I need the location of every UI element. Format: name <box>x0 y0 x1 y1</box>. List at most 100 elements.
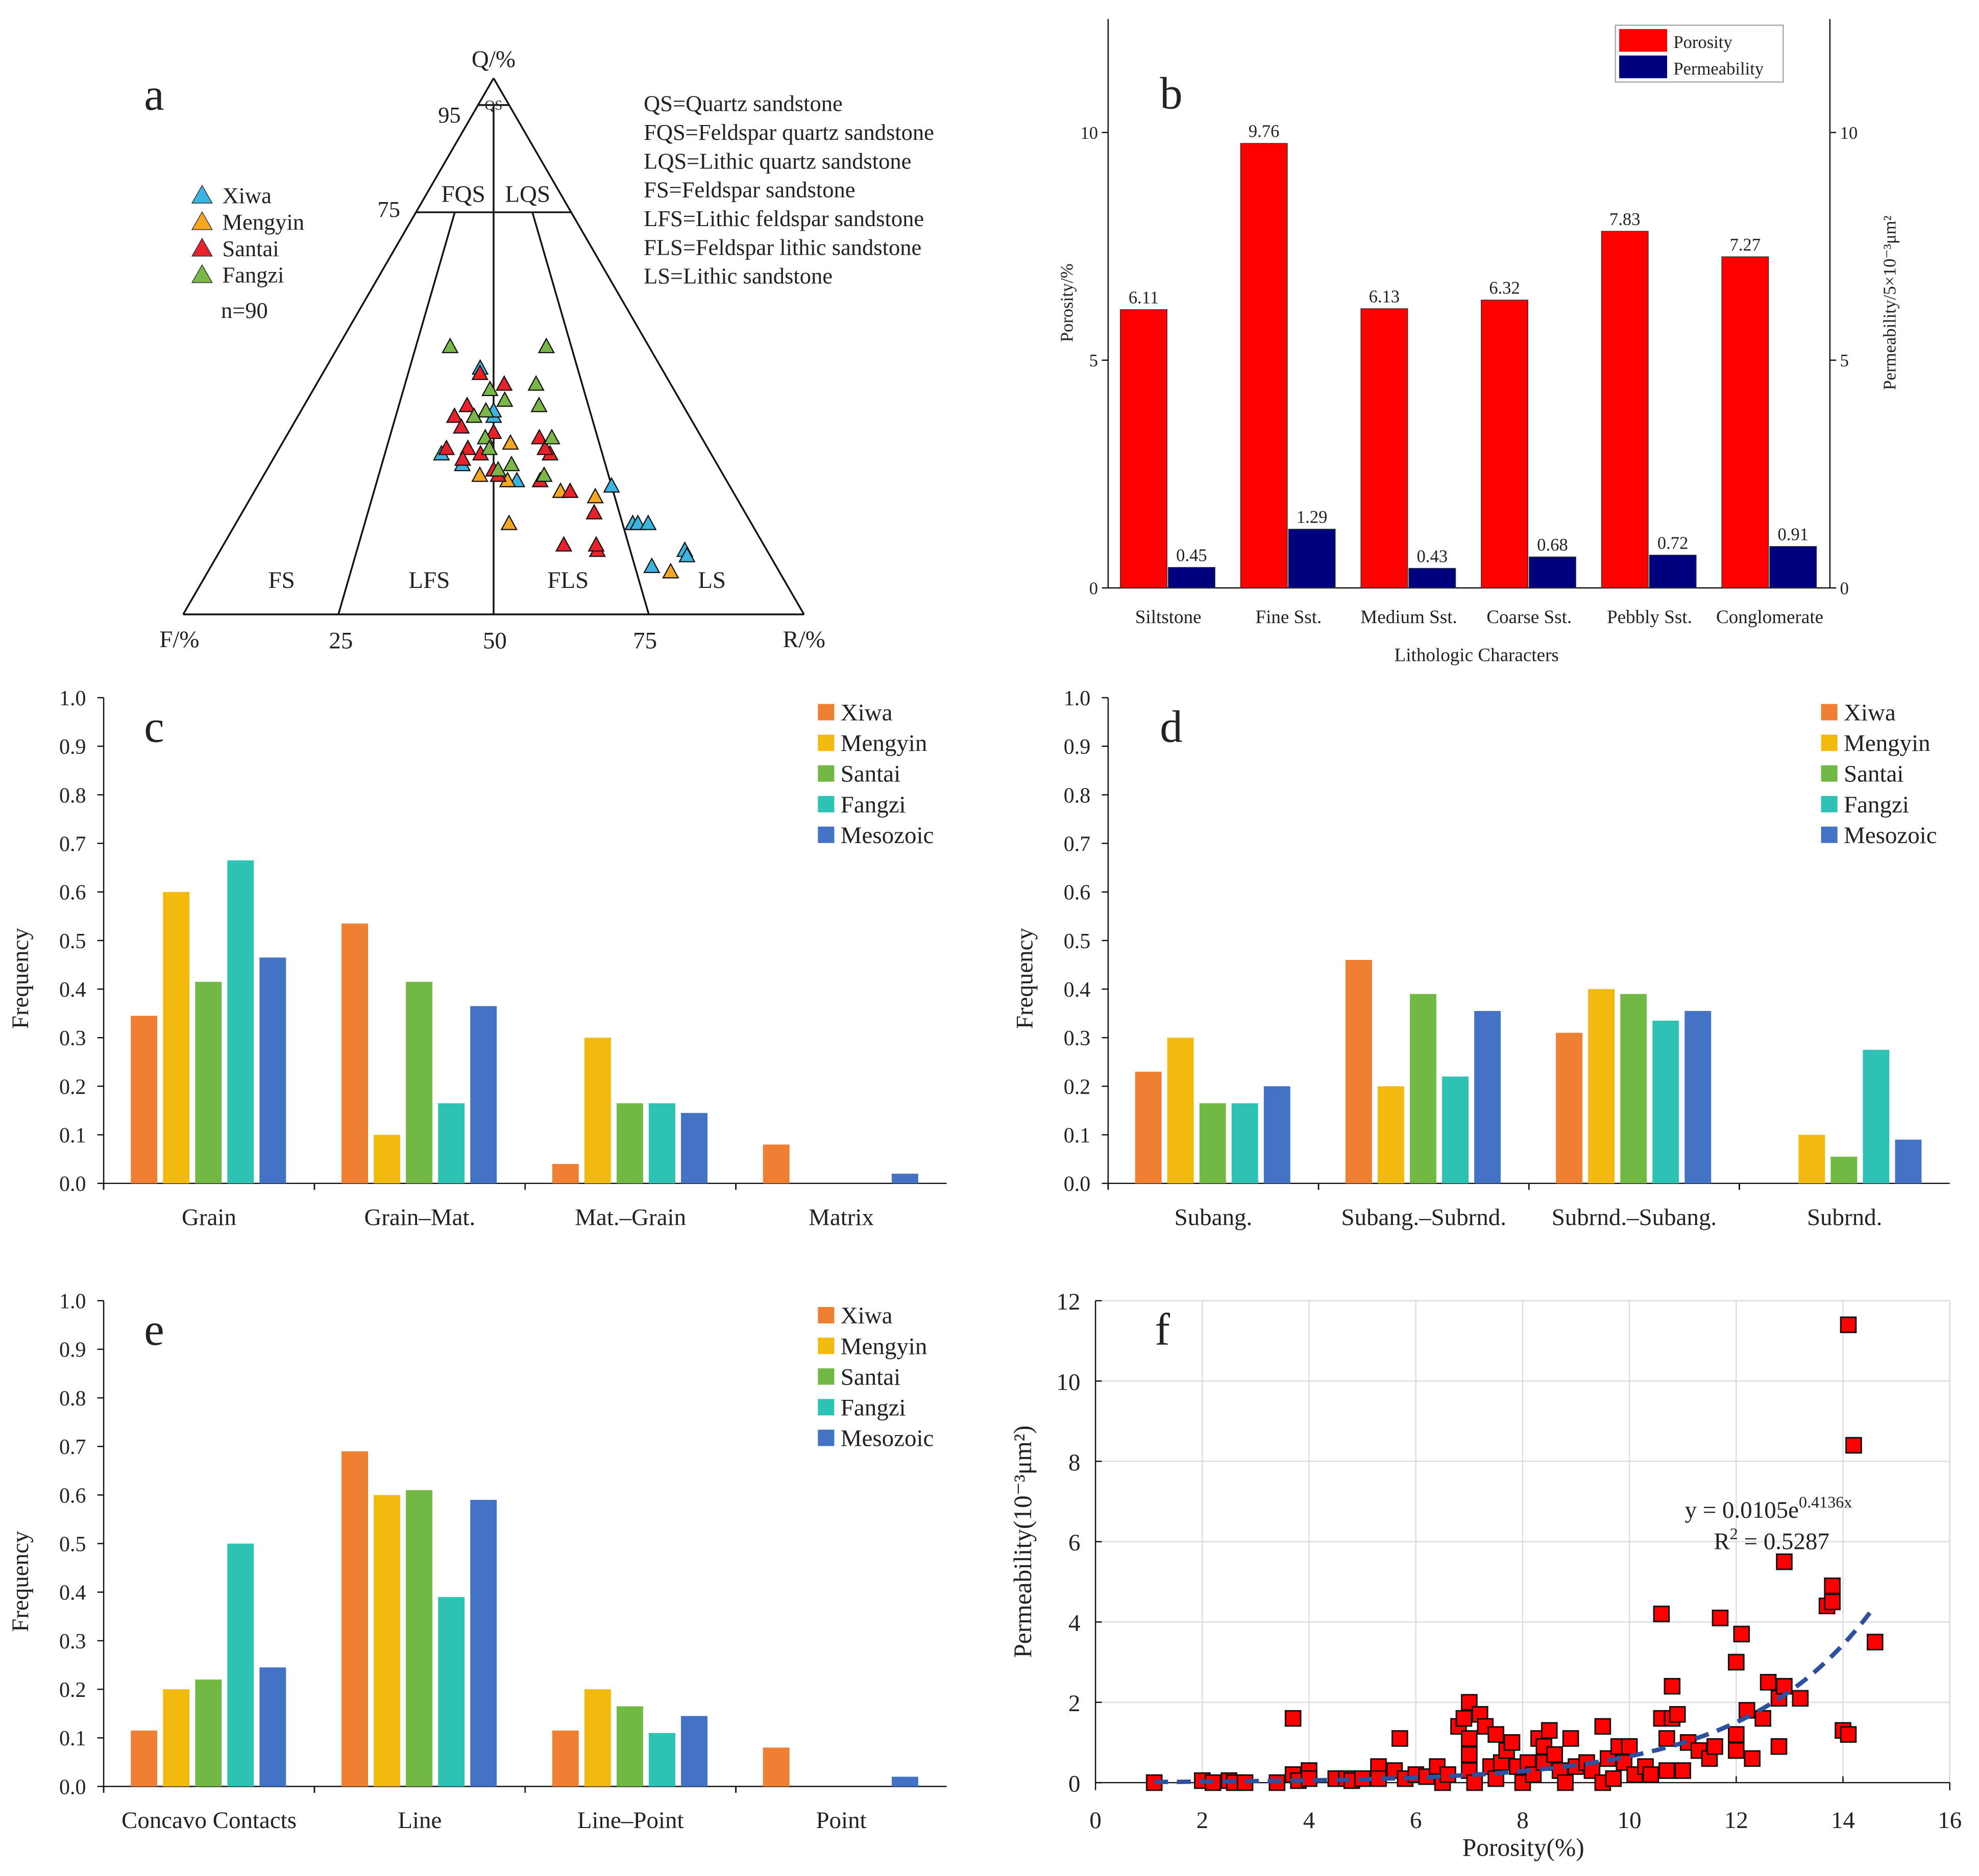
bar-permeability <box>1167 567 1215 588</box>
category-label: Subrnd.–Subang. <box>1552 1204 1717 1230</box>
legend-label-santai: Santai <box>841 1364 900 1390</box>
legend-swatch-porosity <box>1619 29 1668 52</box>
bar-xiwa <box>552 1731 579 1787</box>
y-tick-label: 0.5 <box>1064 930 1091 953</box>
category-label: Matrix <box>809 1204 874 1230</box>
legend-label-mesozoic: Mesozoic <box>841 1425 934 1452</box>
category-label: Conglomerate <box>1716 607 1823 628</box>
tick-95: 95 <box>438 102 460 128</box>
panel-label-e: e <box>144 1305 164 1355</box>
legend-label-mesozoic: Mesozoic <box>1844 822 1937 849</box>
data-point <box>1466 1774 1483 1791</box>
legend-label-xiwa: Xiwa <box>222 183 272 208</box>
data-point <box>1455 1710 1473 1727</box>
y-tick-label: 1.0 <box>59 687 86 710</box>
trendline <box>1154 1605 1877 1785</box>
category-label: Point <box>816 1807 866 1834</box>
legend-swatch-fangzi <box>818 1399 835 1416</box>
data-point <box>1653 1606 1670 1622</box>
x-tick-label: 16 <box>1938 1807 1962 1834</box>
bar-santai <box>406 1490 433 1787</box>
apex-label-q: Q/% <box>472 46 516 72</box>
data-label-permeability: 0.43 <box>1417 547 1448 566</box>
x-tick-label: 8 <box>1517 1807 1528 1834</box>
legend-marker-mengyin <box>191 211 213 230</box>
legend-label-mengyin: Mengyin <box>841 730 927 757</box>
data-point-santai <box>555 536 573 552</box>
y-tick-label: 0.4 <box>1064 978 1091 1002</box>
y-tick-label: 0.2 <box>59 1678 86 1702</box>
bar-santai <box>195 1680 222 1787</box>
data-point <box>1760 1674 1777 1691</box>
data-point-santai <box>459 439 477 455</box>
bar-fangzi <box>1442 1076 1469 1183</box>
x-tick-label: 0 <box>1089 1807 1101 1834</box>
bar-mengyin <box>584 1689 611 1787</box>
data-point-santai <box>437 439 455 455</box>
apex-label-f: F/% <box>159 626 199 653</box>
y-tick-label: 0.1 <box>59 1727 86 1750</box>
triangle-edge-left <box>182 78 495 615</box>
data-point-fangzi <box>442 337 459 354</box>
bar-mesozoic <box>891 1173 918 1183</box>
apex-label-r: R/% <box>783 626 825 653</box>
y-tick-label: 0.4 <box>59 978 86 1002</box>
bar-santai <box>195 981 222 1183</box>
bar-mesozoic <box>681 1716 707 1787</box>
triangle-edge-right <box>493 78 805 615</box>
legend-label-porosity: Porosity <box>1673 33 1732 52</box>
bar-permeability <box>1528 556 1576 588</box>
y-tick-label: 10 <box>1081 124 1098 143</box>
y-tick-label: 1.0 <box>59 1290 86 1314</box>
category-label: Subang. <box>1175 1204 1253 1230</box>
data-point-santai <box>458 397 476 412</box>
data-point-xiwa <box>678 547 696 562</box>
y2-axis-label: Permeability/5×10⁻³μm² <box>1880 215 1899 390</box>
category-label: Mat.–Grain <box>575 1204 686 1230</box>
category-label: Siltstone <box>1135 607 1202 628</box>
legend-label-xiwa: Xiwa <box>841 700 893 726</box>
data-point <box>1487 1770 1504 1787</box>
data-point-mengyin <box>471 466 488 482</box>
y-tick-label: 0.3 <box>59 1630 86 1653</box>
y-tick-label: 0.9 <box>1064 735 1091 759</box>
data-point-mengyin <box>587 487 604 504</box>
y-tick-label: 0.0 <box>1064 1173 1091 1196</box>
legend-label-mengyin: Mengyin <box>1844 730 1931 757</box>
data-point <box>1541 1722 1558 1739</box>
data-point-fangzi <box>477 402 495 418</box>
y-tick-label: 4 <box>1068 1610 1080 1637</box>
bar-mesozoic <box>1684 1010 1712 1183</box>
data-point-fangzi <box>527 375 545 391</box>
panel-label-c: c <box>144 702 164 752</box>
data-point-fangzi <box>496 391 514 407</box>
data-point-santai <box>446 407 463 423</box>
data-point <box>1503 1734 1521 1751</box>
data-label-porosity: 7.83 <box>1609 210 1641 229</box>
data-point <box>1706 1738 1723 1755</box>
data-point <box>1562 1730 1579 1747</box>
bar-mesozoic <box>1474 1010 1501 1183</box>
legend-label-permeability: Permeability <box>1673 59 1764 79</box>
category-label: Subrnd. <box>1807 1204 1882 1230</box>
trend-equation: y = 0.0105e0.4136x <box>1685 1493 1852 1523</box>
x-tick-label: 12 <box>1724 1807 1748 1834</box>
category-label: Concavo Contacts <box>121 1807 297 1834</box>
bar-mengyin <box>1167 1038 1194 1183</box>
legend-swatch-fangzi <box>818 796 835 812</box>
data-point <box>1776 1553 1793 1570</box>
bar-santai <box>616 1706 643 1787</box>
data-point <box>1461 1730 1478 1747</box>
data-label-permeability: 0.91 <box>1778 525 1809 544</box>
legend-swatch-permeability <box>1619 55 1668 79</box>
x-tick-label: 4 <box>1303 1807 1315 1834</box>
data-label-porosity: 6.11 <box>1129 288 1159 307</box>
field-label-qs: QS <box>485 97 503 113</box>
data-point <box>1391 1730 1408 1747</box>
bar-xiwa <box>1135 1071 1162 1183</box>
definition-text: LS=Lithic sandstone <box>644 263 833 289</box>
bar-xiwa <box>131 1016 158 1183</box>
bar-santai <box>406 981 433 1183</box>
field-label-lqs: LQS <box>505 181 550 208</box>
legend-swatch-xiwa <box>818 704 835 721</box>
